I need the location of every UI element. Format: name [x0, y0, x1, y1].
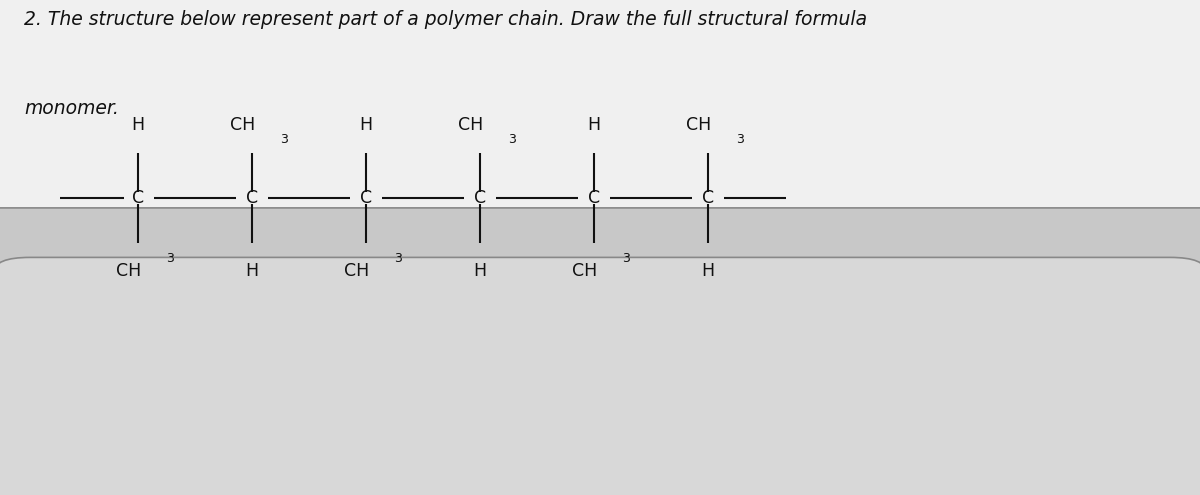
FancyBboxPatch shape — [0, 0, 1200, 208]
Text: H: H — [132, 116, 144, 134]
Text: 3: 3 — [280, 133, 288, 146]
Text: 3: 3 — [736, 133, 744, 146]
Text: 3: 3 — [166, 252, 174, 265]
Text: CH: CH — [229, 116, 256, 134]
Text: CH: CH — [115, 262, 142, 280]
Text: C: C — [360, 189, 372, 207]
Text: CH: CH — [457, 116, 484, 134]
Text: monomer.: monomer. — [24, 99, 119, 118]
Text: H: H — [588, 116, 600, 134]
Text: 3: 3 — [394, 252, 402, 265]
FancyBboxPatch shape — [0, 257, 1200, 495]
Text: CH: CH — [343, 262, 370, 280]
Text: 3: 3 — [508, 133, 516, 146]
Text: H: H — [360, 116, 372, 134]
Text: H: H — [702, 262, 714, 280]
Text: C: C — [474, 189, 486, 207]
Text: C: C — [132, 189, 144, 207]
Text: 2. The structure below represent part of a polymer chain. Draw the full structur: 2. The structure below represent part of… — [24, 10, 868, 29]
Text: C: C — [246, 189, 258, 207]
Text: CH: CH — [685, 116, 712, 134]
Text: C: C — [588, 189, 600, 207]
Text: C: C — [702, 189, 714, 207]
Text: H: H — [474, 262, 486, 280]
Text: CH: CH — [571, 262, 598, 280]
Text: H: H — [246, 262, 258, 280]
Text: 3: 3 — [622, 252, 630, 265]
